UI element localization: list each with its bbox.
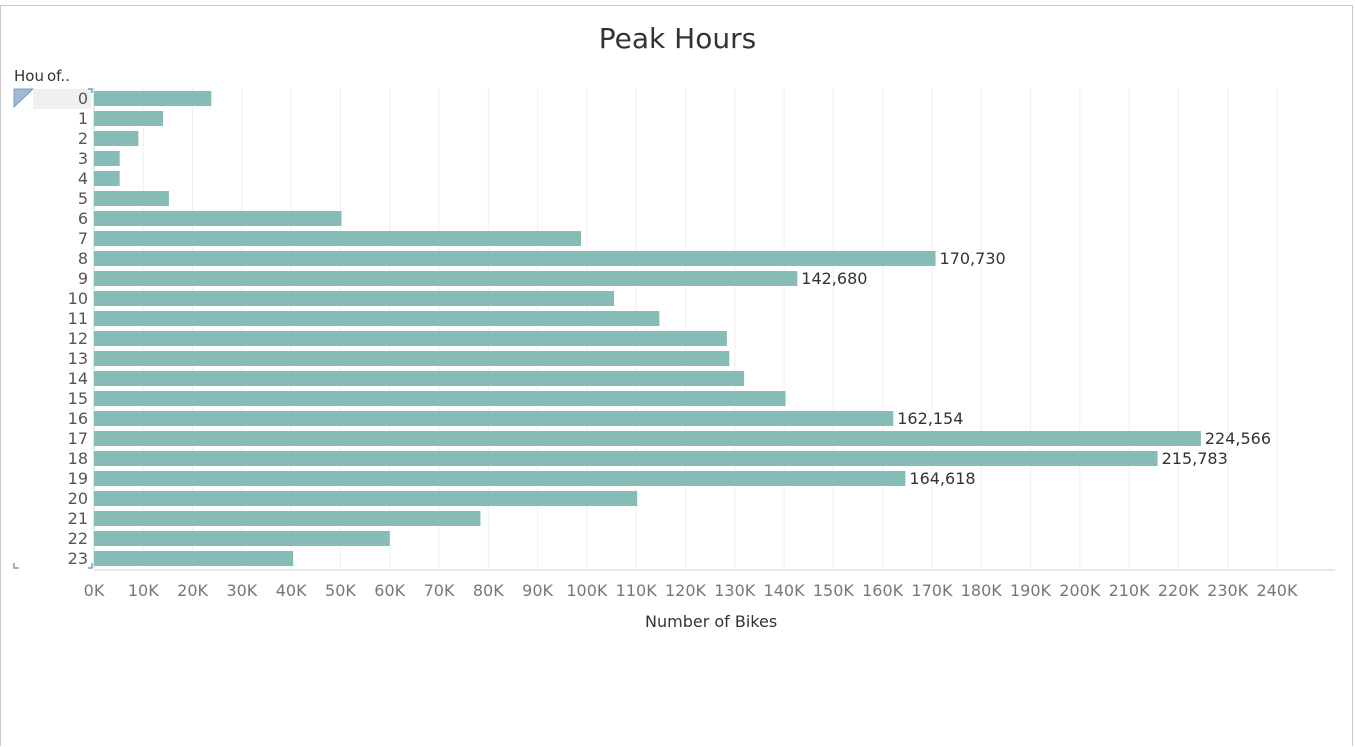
bar-hour-4[interactable] xyxy=(94,171,120,186)
x-tick-label: 140K xyxy=(764,581,806,600)
x-tick-label: 180K xyxy=(961,581,1003,600)
y-tick-label: 12 xyxy=(68,329,88,348)
y-tick-label: 14 xyxy=(68,369,88,388)
y-tick-label: 23 xyxy=(68,549,88,568)
x-axis-title: Number of Bikes xyxy=(645,612,778,631)
y-tick-label: 2 xyxy=(78,129,88,148)
data-label: 170,730 xyxy=(940,249,1006,268)
bar-hour-7[interactable] xyxy=(94,231,581,246)
x-tick-label: 80K xyxy=(473,581,504,600)
y-tick-label: 13 xyxy=(68,349,88,368)
x-tick-label: 190K xyxy=(1010,581,1052,600)
selected-row-highlight xyxy=(33,89,91,109)
bar-hour-14[interactable] xyxy=(94,371,745,386)
selection-marker-icon xyxy=(13,88,35,109)
selection-corners xyxy=(13,88,93,569)
x-tick-label: 120K xyxy=(665,581,707,600)
bar-hour-11[interactable] xyxy=(94,311,660,326)
y-tick-label: 11 xyxy=(68,309,88,328)
y-tick-label: 3 xyxy=(78,149,88,168)
y-tick-label: 4 xyxy=(78,169,88,188)
bar-hour-23[interactable] xyxy=(94,551,294,566)
x-tick-label: 200K xyxy=(1059,581,1101,600)
chart-frame xyxy=(0,5,1353,746)
x-tick-label: 110K xyxy=(616,581,658,600)
y-tick-label: 22 xyxy=(68,529,88,548)
y-tick-label: 9 xyxy=(78,269,88,288)
bars-group xyxy=(94,91,1201,566)
x-tick-label: 210K xyxy=(1109,581,1151,600)
x-tick-label: 20K xyxy=(177,581,208,600)
bar-hour-9[interactable] xyxy=(94,271,798,286)
bar-hour-13[interactable] xyxy=(94,351,730,366)
bar-hour-21[interactable] xyxy=(94,511,481,526)
bar-hour-17[interactable] xyxy=(94,431,1201,446)
bar-hour-2[interactable] xyxy=(94,131,139,146)
bar-hour-16[interactable] xyxy=(94,411,894,426)
chart-title: Peak Hours xyxy=(598,22,757,55)
bar-hour-18[interactable] xyxy=(94,451,1158,466)
y-tick-label: 21 xyxy=(68,509,88,528)
bar-hour-6[interactable] xyxy=(94,211,342,226)
bar-hour-0[interactable] xyxy=(94,91,212,106)
bar-hour-22[interactable] xyxy=(94,531,390,546)
y-tick-label: 5 xyxy=(78,189,88,208)
y-tick-label: 7 xyxy=(78,229,88,248)
x-tick-label: 30K xyxy=(226,581,257,600)
y-tick-label: 17 xyxy=(68,429,88,448)
y-tick-label: 1 xyxy=(78,109,88,128)
x-tick-label: 130K xyxy=(714,581,756,600)
x-tick-label: 170K xyxy=(911,581,953,600)
bar-hour-1[interactable] xyxy=(94,111,164,126)
bar-hour-15[interactable] xyxy=(94,391,786,406)
y-tick-label: 6 xyxy=(78,209,88,228)
bar-hour-19[interactable] xyxy=(94,471,906,486)
y-tick-label: 0 xyxy=(78,89,88,108)
y-tick-label: 19 xyxy=(68,469,88,488)
y-axis-header[interactable]: Hou of.. xyxy=(14,67,70,85)
x-tick-label: 60K xyxy=(374,581,405,600)
bar-hour-8[interactable] xyxy=(94,251,936,266)
x-tick-label: 40K xyxy=(276,581,307,600)
y-tick-label: 18 xyxy=(68,449,88,468)
x-tick-label: 160K xyxy=(862,581,904,600)
y-tick-label: 15 xyxy=(68,389,88,408)
data-label: 224,566 xyxy=(1205,429,1271,448)
y-tick-label: 10 xyxy=(68,289,88,308)
y-tick-label: 16 xyxy=(68,409,88,428)
x-tick-label: 240K xyxy=(1256,581,1298,600)
x-tick-label: 150K xyxy=(813,581,855,600)
y-tick-label: 20 xyxy=(68,489,88,508)
bar-hour-20[interactable] xyxy=(94,491,638,506)
x-tick-label: 50K xyxy=(325,581,356,600)
data-label: 215,783 xyxy=(1162,449,1228,468)
x-tick-label: 220K xyxy=(1158,581,1200,600)
gridlines xyxy=(93,88,1335,571)
corner-bracket-icon xyxy=(88,88,93,93)
x-tick-label: 10K xyxy=(128,581,159,600)
y-tick-label: 8 xyxy=(78,249,88,268)
bar-hour-12[interactable] xyxy=(94,331,727,346)
corner-bracket-icon xyxy=(13,563,19,569)
data-label: 164,618 xyxy=(909,469,975,488)
corner-bracket-icon xyxy=(88,563,93,569)
x-tick-label: 100K xyxy=(566,581,608,600)
bar-hour-3[interactable] xyxy=(94,151,120,166)
data-label: 142,680 xyxy=(801,269,867,288)
x-tick-label: 90K xyxy=(522,581,553,600)
x-tick-label: 0K xyxy=(84,581,105,600)
x-tick-label: 70K xyxy=(424,581,455,600)
x-tick-label: 230K xyxy=(1207,581,1249,600)
data-label: 162,154 xyxy=(897,409,963,428)
bar-hour-10[interactable] xyxy=(94,291,615,306)
bar-hour-5[interactable] xyxy=(94,191,169,206)
x-tick-labels: 0K 10K 20K 30K 40K 50K 60K 70K 80K 90K 100K 110K 120… xyxy=(84,581,1298,600)
